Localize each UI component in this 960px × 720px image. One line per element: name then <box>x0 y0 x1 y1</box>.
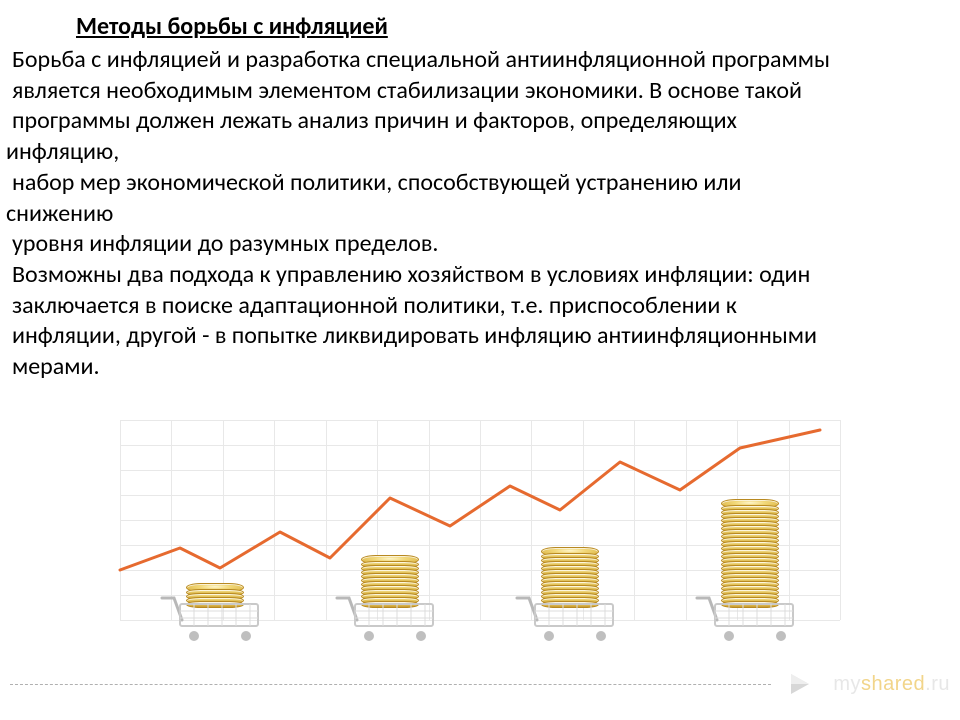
slide-body: Борьба с инфляцией и разработка специаль… <box>6 45 954 383</box>
body-line: инфляции, другой - в попытке ликвидирова… <box>6 321 954 352</box>
body-line: программы должен лежать анализ причин и … <box>6 106 954 137</box>
watermark: myshared.ru <box>833 673 950 696</box>
inflation-chart <box>120 420 840 660</box>
body-line: уровня инфляции до разумных пределов. <box>6 229 954 260</box>
body-line: Борьба с инфляцией и разработка специаль… <box>6 45 954 76</box>
body-line: мерами. <box>6 352 954 383</box>
slide-footer: myshared.ru <box>10 666 950 702</box>
watermark-part2: shared <box>861 673 925 695</box>
body-line: снижению <box>6 199 954 230</box>
body-line: заключается в поиске адаптационной полит… <box>6 291 954 322</box>
body-line: Возможны два подхода к управлению хозяйс… <box>6 260 954 291</box>
watermark-suffix: .ru <box>925 673 950 695</box>
body-line: инфляцию, <box>6 137 954 168</box>
slide-title: Методы борьбы с инфляцией <box>6 12 954 42</box>
body-line: является необходимым элементом стабилиза… <box>6 76 954 107</box>
footer-divider <box>10 684 771 685</box>
play-icon[interactable] <box>785 670 813 698</box>
watermark-part1: my <box>833 673 861 695</box>
body-line: набор мер экономической политики, способ… <box>6 168 954 199</box>
slide: Методы борьбы с инфляцией Борьба с инфля… <box>0 0 960 720</box>
